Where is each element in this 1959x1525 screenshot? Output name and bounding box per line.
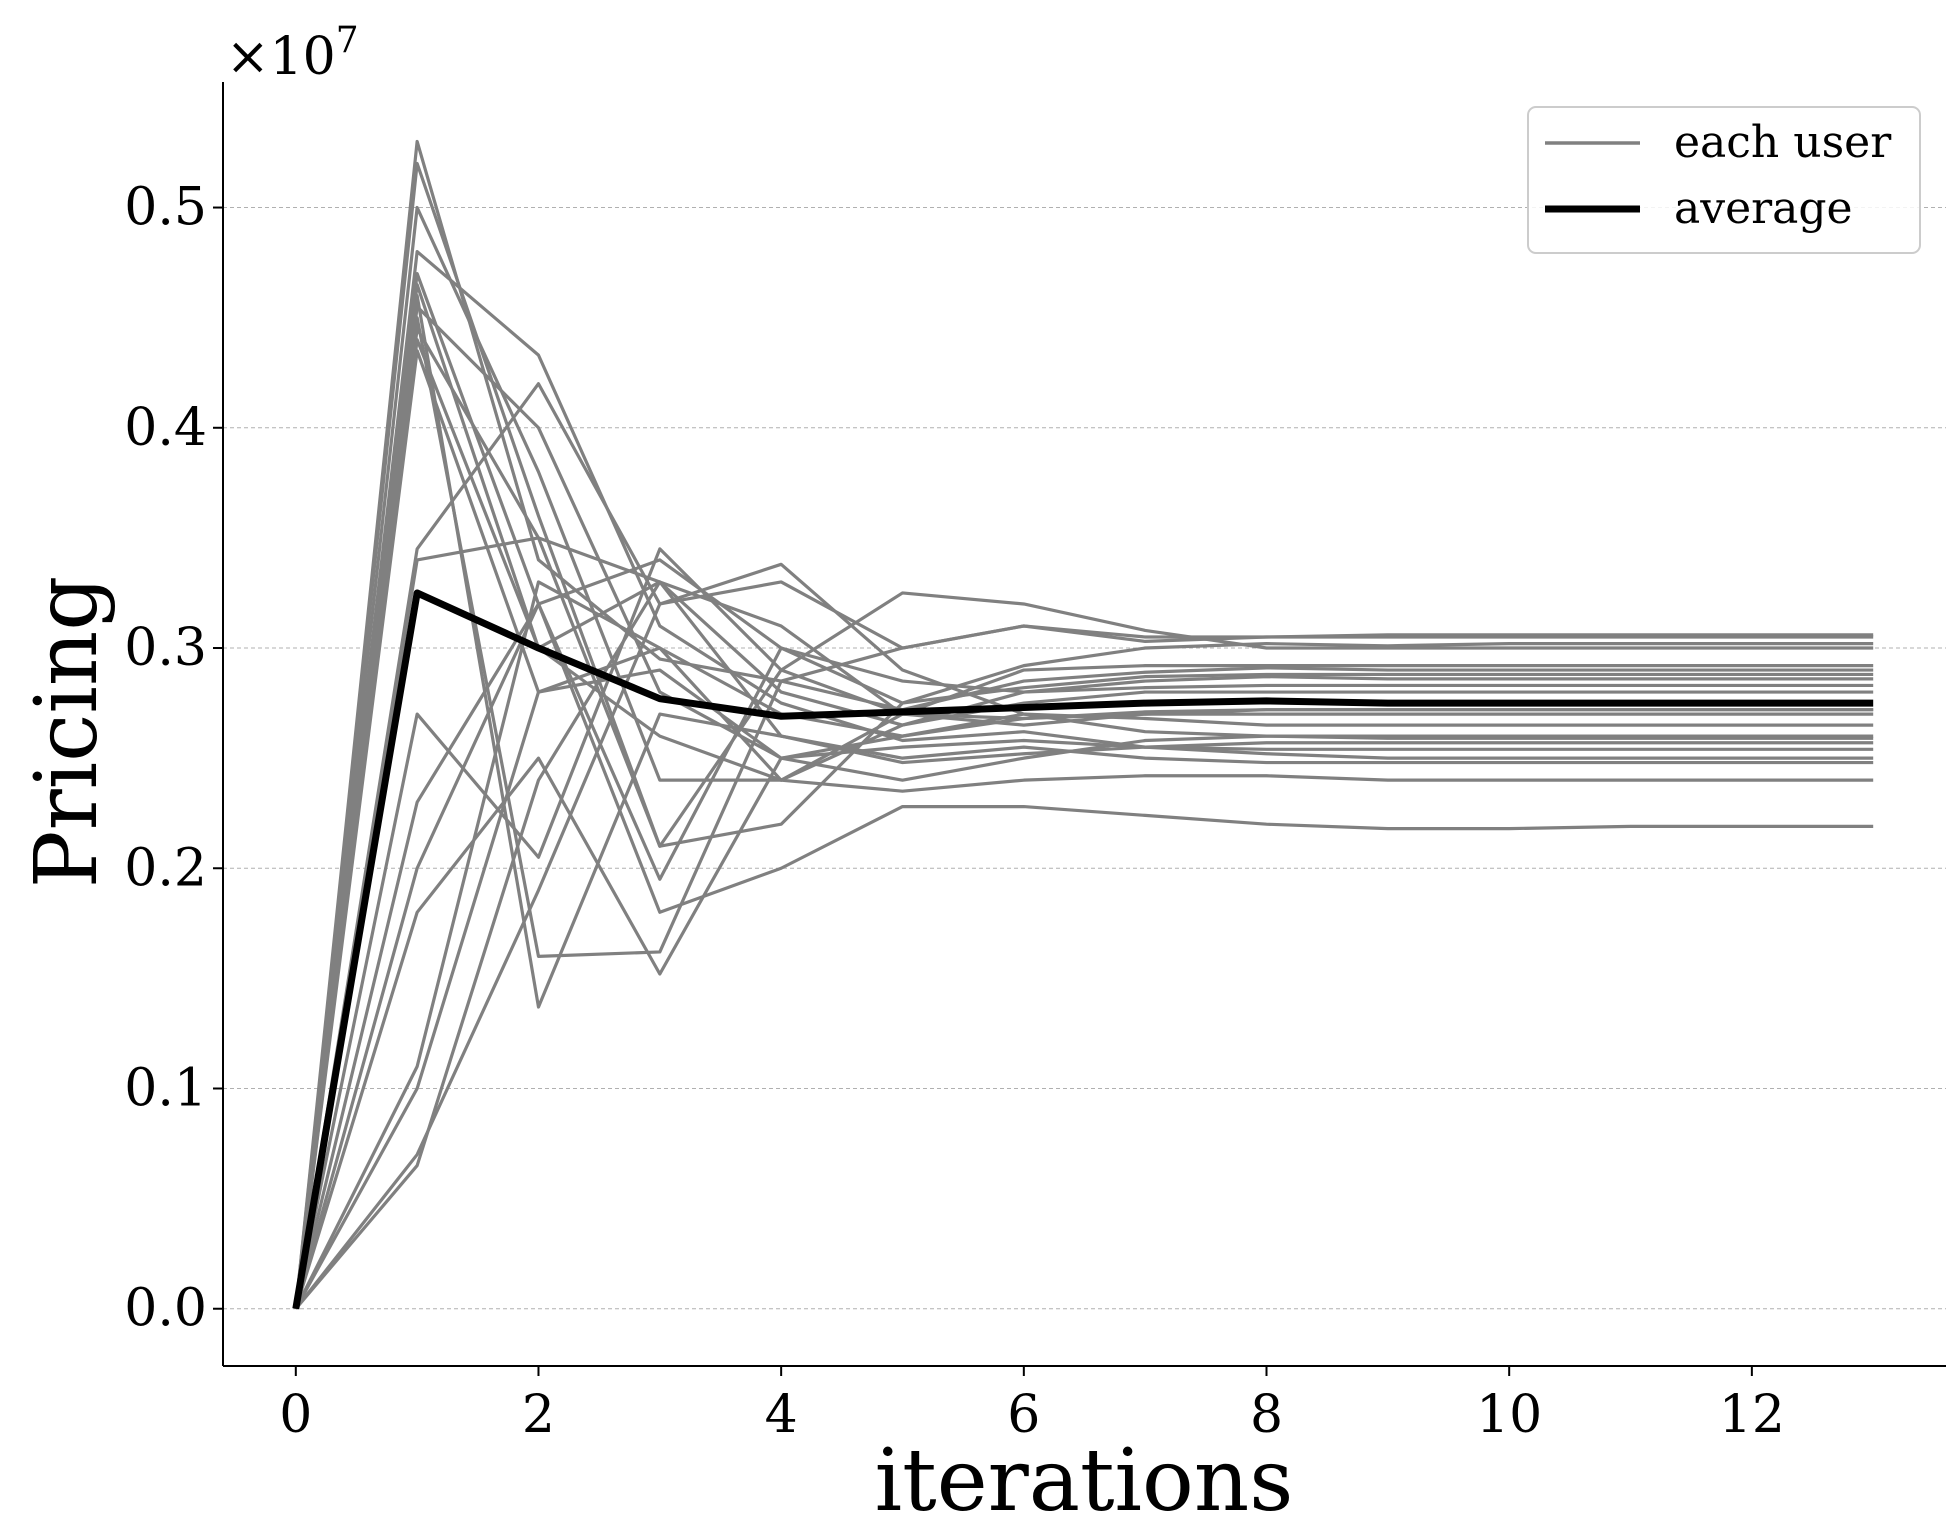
y-offset-label: ×107 [226, 20, 359, 87]
x-tick-label: 0 [279, 1385, 312, 1445]
y-offset-base: ×10 [226, 27, 336, 87]
x-tick-label: 12 [1719, 1385, 1785, 1445]
user-series-line [294, 668, 1874, 1310]
user-series-line [294, 305, 1874, 1309]
user-series-line [294, 382, 1874, 1309]
user-series-group [294, 139, 1874, 1310]
user-series-line [294, 562, 1874, 1310]
y-tick-label: 0.0 [124, 1279, 207, 1339]
y-tick-label: 0.3 [124, 618, 207, 678]
average-series-group [292, 589, 1874, 1310]
x-ticks: 0 2 4 6 8 10 12 [279, 1366, 1785, 1445]
user-series-line [294, 161, 1874, 1309]
user-series-line [294, 139, 1874, 1309]
y-tick-label: 0.1 [124, 1058, 207, 1118]
x-tick-label: 4 [765, 1385, 798, 1445]
user-series-line [294, 602, 1874, 1310]
axes [222, 82, 1946, 1367]
x-tick-label: 10 [1476, 1385, 1542, 1445]
user-series-line [294, 249, 1874, 1309]
x-tick-label: 2 [522, 1385, 555, 1445]
user-series-line [294, 327, 1874, 1309]
x-tick-label: 6 [1007, 1385, 1040, 1445]
user-series-line [294, 580, 1874, 1310]
average-series-line [292, 589, 1874, 1310]
y-tick-label: 0.4 [124, 398, 207, 458]
legend-each-user-label: each user [1674, 117, 1892, 168]
x-axis-title: iterations [875, 1431, 1294, 1525]
legend-average-label: average [1674, 183, 1853, 234]
user-series-line [294, 316, 1874, 1309]
legend: each user average [1527, 106, 1921, 254]
y-axis-title: Pricing [17, 576, 117, 889]
y-tick-label: 0.2 [124, 838, 207, 898]
user-series-line [294, 338, 1874, 1309]
user-series-line [294, 580, 1874, 1310]
user-series-line [294, 272, 1874, 1309]
user-series-line [294, 205, 1874, 1309]
user-series-line [294, 536, 1874, 1309]
user-series-line [294, 712, 1874, 1310]
x-tick-label: 8 [1250, 1385, 1283, 1445]
y-tick-label: 0.5 [124, 178, 207, 238]
y-offset-exponent: 7 [336, 20, 359, 61]
y-ticks: 0.0 0.1 0.2 0.3 0.4 0.5 [124, 178, 223, 1339]
